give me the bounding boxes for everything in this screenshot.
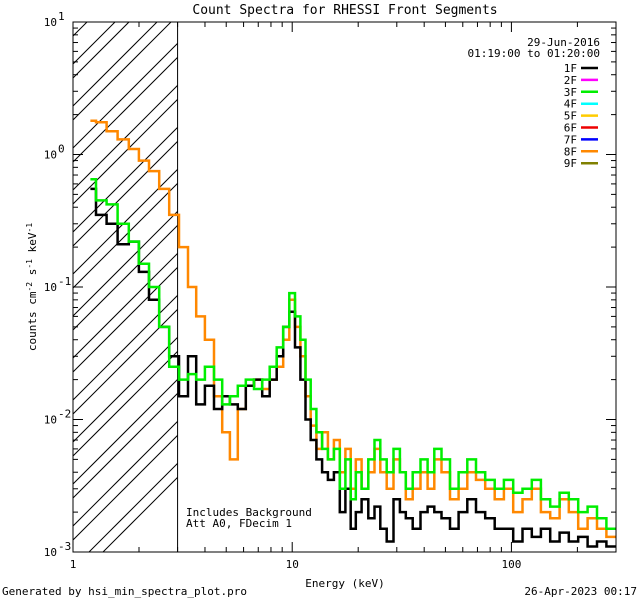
legend-label-3F: 3F — [564, 86, 577, 99]
y-label-part: s — [26, 269, 39, 282]
y-tick-label: 10 — [44, 149, 57, 162]
hatch-line — [73, 127, 178, 233]
hatch-line — [73, 211, 178, 317]
y-label-part: counts cm — [26, 291, 39, 351]
legend-label-4F: 4F — [564, 98, 577, 111]
time-range-label: 01:19:00 to 01:20:00 — [468, 47, 600, 60]
y-tick-label: 10 — [44, 414, 57, 427]
legend-label-2F: 2F — [564, 74, 577, 87]
annotation-background: Includes Background — [186, 506, 312, 519]
x-tick-label: 10 — [286, 558, 299, 571]
hatch-line — [73, 22, 116, 65]
hatch-line — [73, 22, 172, 121]
hatch-line — [73, 337, 178, 443]
hatch-line — [73, 379, 178, 485]
legend-label-6F: 6F — [564, 122, 577, 135]
y-axis-label: counts cm-2 s-1 keV-1 — [25, 223, 39, 351]
y-label-exp: -1 — [25, 223, 34, 233]
y-tick-exponent: -2 — [58, 408, 71, 421]
x-tick-label: 100 — [501, 558, 521, 571]
hatch-line — [73, 267, 178, 373]
x-tick-label: 1 — [70, 558, 77, 571]
hatch-line — [73, 99, 178, 205]
hatch-line — [73, 85, 178, 191]
y-label-exp: -2 — [25, 282, 34, 292]
hatch-line — [102, 477, 178, 552]
hatch-line — [73, 351, 178, 457]
date-label: 29-Jun-2016 — [527, 36, 600, 49]
hatched-region — [73, 22, 179, 552]
hatch-line — [88, 463, 178, 552]
hatch-line — [73, 141, 178, 247]
legend-label-1F: 1F — [564, 62, 577, 75]
y-tick-exponent: -1 — [58, 275, 71, 288]
legend-label-7F: 7F — [564, 133, 577, 146]
chart-title: Count Spectra for RHESSI Front Segments — [192, 3, 497, 18]
hatch-line — [73, 309, 178, 415]
hatch-line — [73, 295, 178, 401]
legend-label-9F: 9F — [564, 157, 577, 170]
footer-timestamp: 26-Apr-2023 00:17 — [524, 585, 637, 598]
y-tick-exponent: 1 — [58, 10, 65, 23]
hatch-line — [73, 225, 178, 331]
hatch-line — [73, 22, 158, 107]
annotation-attenuator: Att A0, FDecim 1 — [186, 517, 292, 530]
y-tick-exponent: -3 — [58, 540, 71, 553]
hatch-line — [73, 22, 130, 79]
hatch-line — [73, 421, 178, 527]
hatch-line — [73, 393, 178, 499]
hatch-line — [73, 183, 178, 289]
legend-label-8F: 8F — [564, 145, 577, 158]
footer-generator: Generated by hsi_min_spectra_plot.pro — [2, 585, 247, 598]
series-8F — [90, 119, 616, 539]
y-tick-label: 10 — [44, 281, 57, 294]
y-label-exp: -1 — [25, 259, 34, 269]
hatch-line — [73, 22, 74, 23]
y-tick-label: 10 — [44, 546, 57, 559]
hatch-line — [73, 43, 178, 149]
hatch-line — [73, 57, 178, 163]
hatch-line — [73, 435, 178, 541]
y-tick-exponent: 0 — [58, 143, 65, 156]
axis-ticks — [72, 21, 617, 553]
x-axis-label: Energy (keV) — [305, 577, 384, 590]
y-tick-label: 10 — [44, 16, 57, 29]
legend-label-5F: 5F — [564, 110, 577, 123]
y-label-part: keV — [26, 232, 39, 259]
hatch-line — [73, 253, 178, 359]
hatch-line — [73, 169, 178, 275]
series-3F — [90, 178, 616, 530]
